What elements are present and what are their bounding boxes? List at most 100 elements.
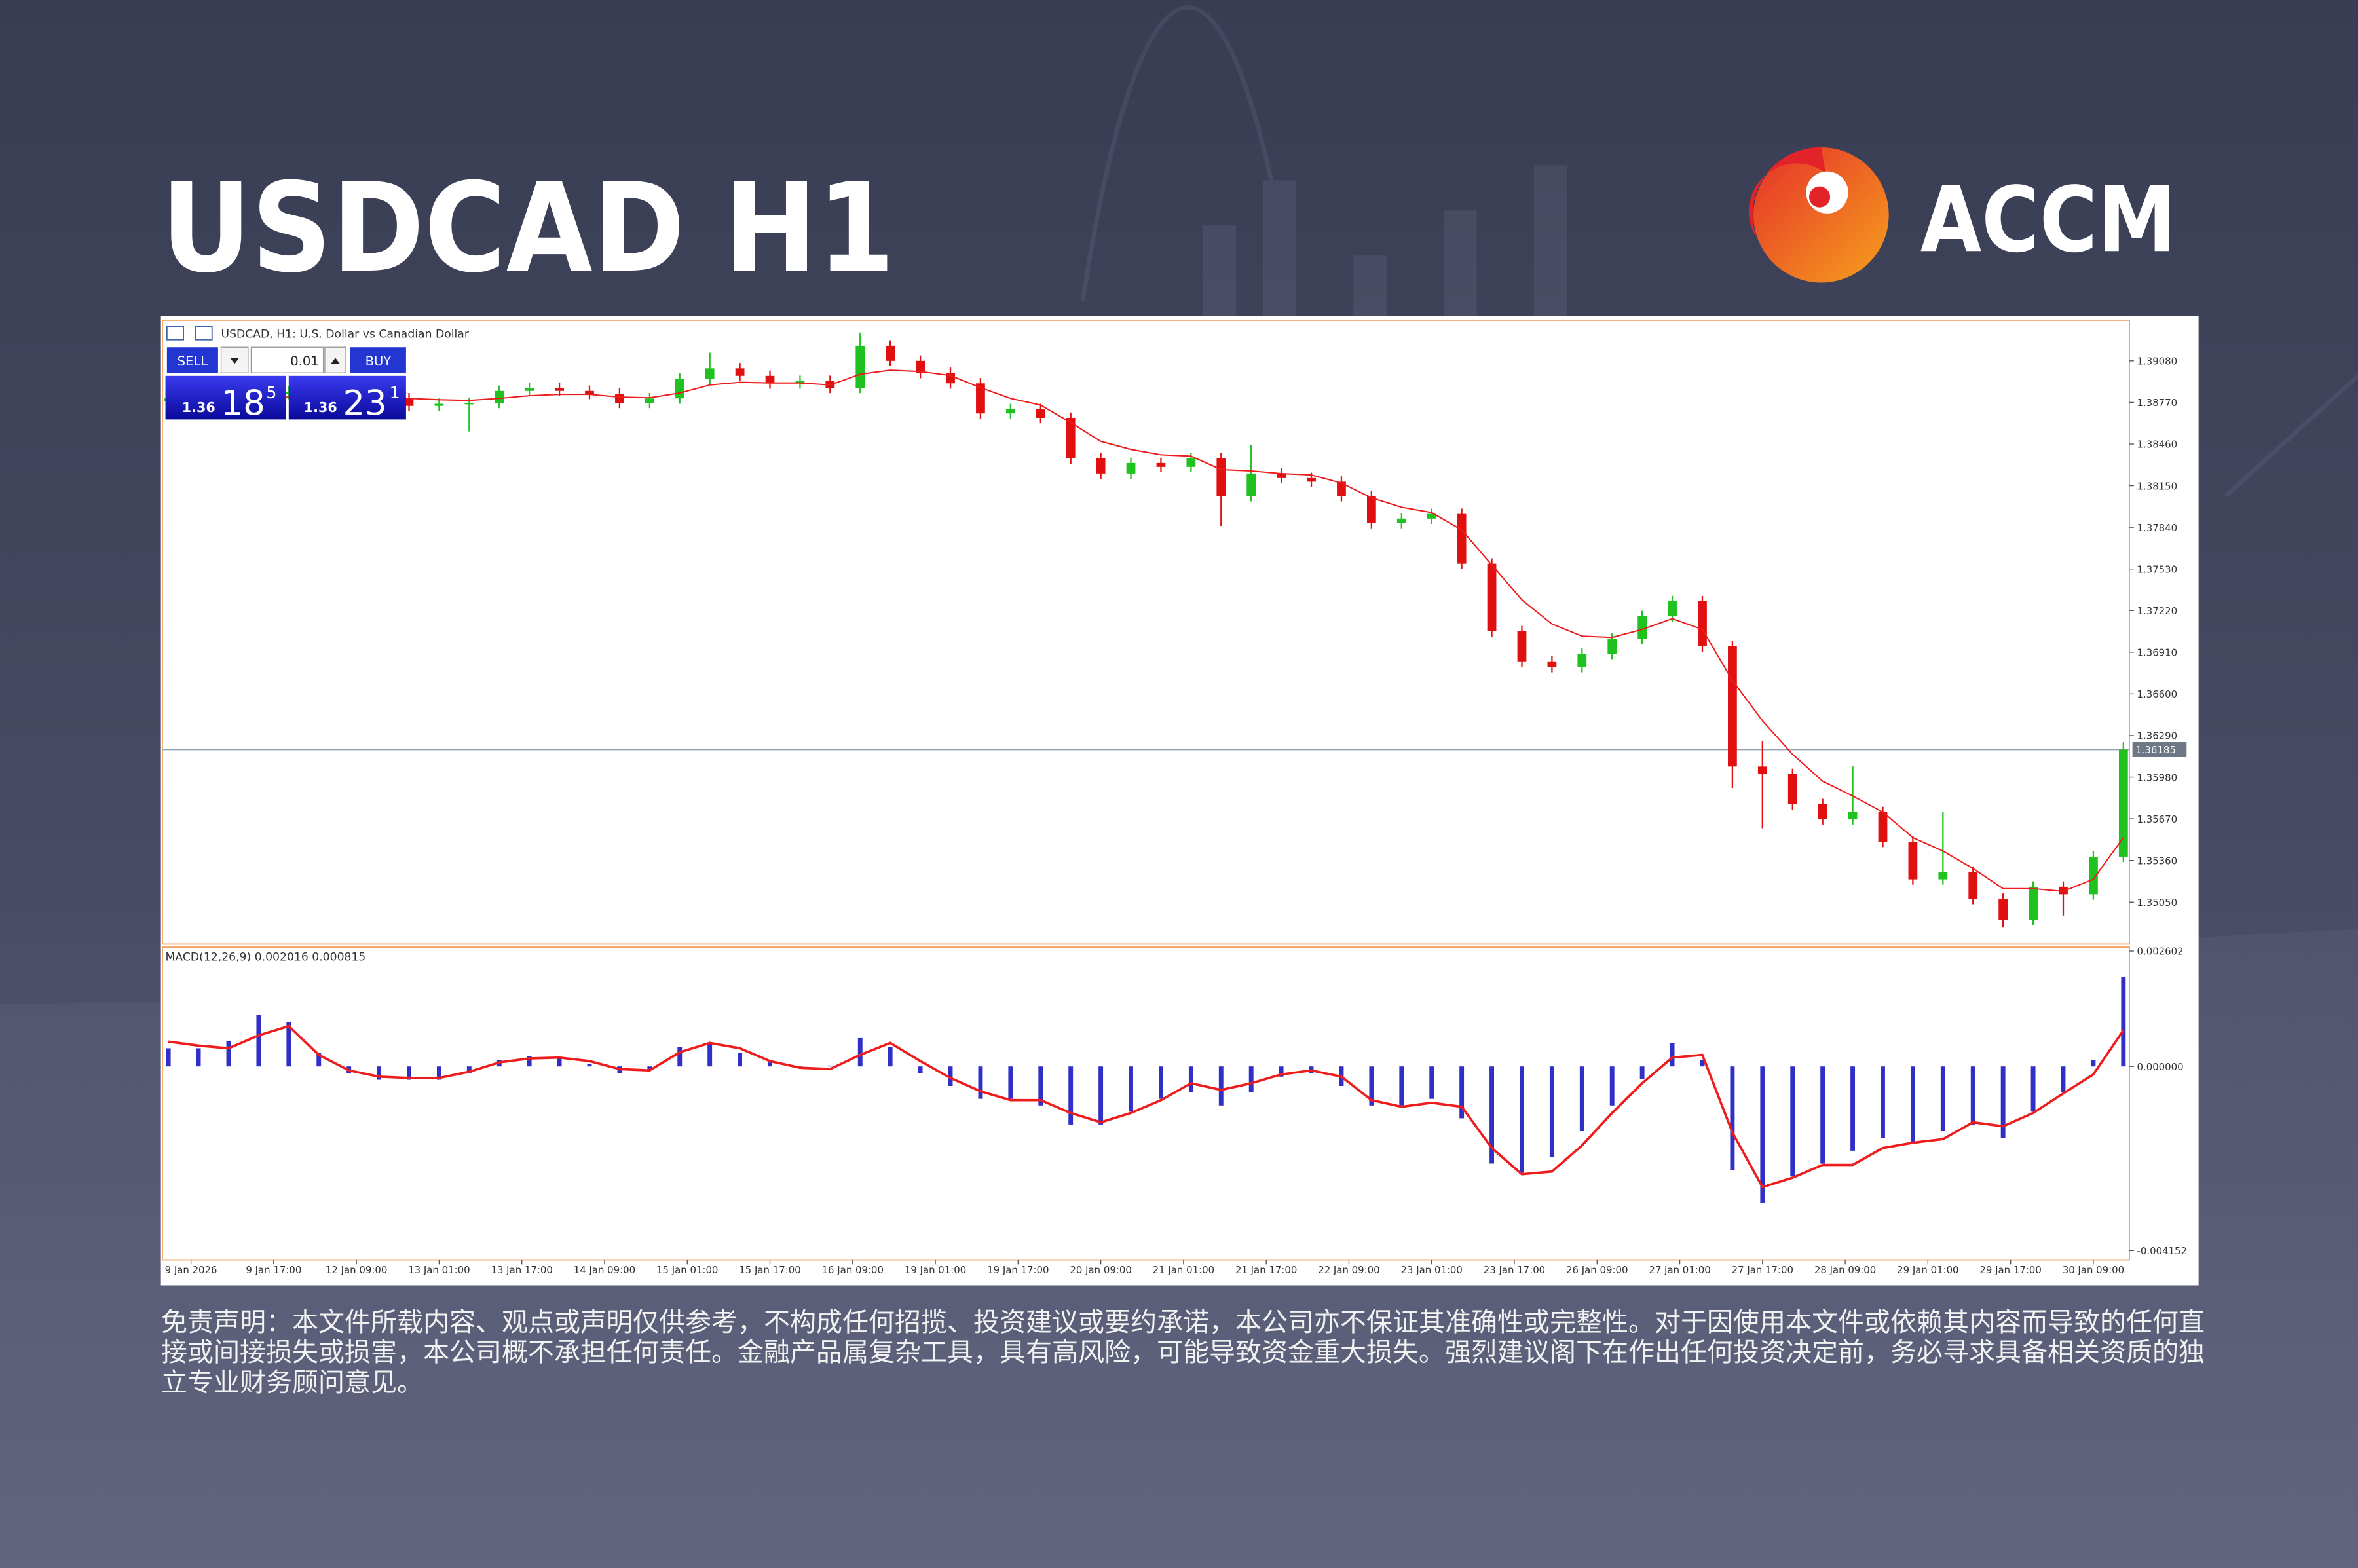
candle-body	[645, 398, 654, 403]
moving-average	[168, 369, 2124, 892]
macd-bar	[226, 1040, 231, 1067]
macd-y-tick-label: 0.002602	[2137, 946, 2184, 958]
macd-bar	[918, 1066, 923, 1073]
x-tick-label: 9 Jan 2026	[165, 1264, 217, 1276]
macd-bar	[196, 1048, 201, 1067]
macd-bar	[768, 1062, 772, 1067]
macd-bar	[1279, 1066, 1284, 1077]
macd-bar	[1609, 1066, 1615, 1106]
bid-prefix: 1.36	[182, 400, 215, 415]
x-tick-label: 13 Jan 17:00	[491, 1264, 552, 1276]
candle-body	[1577, 654, 1587, 667]
macd-bar	[316, 1053, 322, 1067]
y-tick-label: 1.35360	[2137, 855, 2178, 867]
x-tick-label: 26 Jan 09:00	[1566, 1264, 1628, 1276]
candle-body	[1487, 563, 1497, 631]
macd-bar	[1459, 1066, 1465, 1119]
candle-body	[495, 390, 504, 403]
macd-bar	[978, 1066, 983, 1099]
ask-main: 23	[343, 384, 386, 424]
candle-body	[1908, 842, 1918, 880]
macd-bar	[1881, 1066, 1885, 1138]
ask-box[interactable]	[288, 375, 406, 420]
macd-bar	[1520, 1066, 1524, 1173]
macd-bar	[1790, 1066, 1795, 1177]
candle-body	[1156, 462, 1166, 467]
macd-bar	[557, 1057, 562, 1067]
x-tick-label: 19 Jan 01:00	[905, 1264, 966, 1276]
macd-bar	[1369, 1066, 1374, 1106]
macd-bar	[2121, 977, 2126, 1067]
macd-bar	[377, 1066, 382, 1080]
chart-card	[160, 316, 2199, 1286]
y-tick-label: 1.36910	[2137, 647, 2178, 659]
candle-body	[1698, 601, 1707, 646]
candle-body	[1818, 804, 1827, 819]
brand-name: ACCM	[1920, 168, 2176, 272]
candle-body	[1547, 661, 1557, 667]
x-tick-label: 15 Jan 01:00	[656, 1264, 718, 1276]
y-tick-label: 1.35050	[2137, 897, 2178, 908]
lot-input[interactable]	[250, 346, 324, 373]
candle-body	[2089, 856, 2098, 895]
y-tick-label: 1.36290	[2137, 730, 2178, 742]
trade-panel: SELL 0.01 BUY 1.36 18 5 1.36 23 1	[165, 346, 406, 424]
candle-body	[2059, 886, 2068, 895]
macd-bar	[1159, 1066, 1163, 1099]
candle-body	[1607, 639, 1617, 654]
macd-bar	[1760, 1066, 1765, 1203]
x-tick-label: 22 Jan 09:00	[1318, 1264, 1379, 1276]
x-tick-label: 20 Jan 09:00	[1070, 1264, 1131, 1276]
candle-body	[1757, 766, 1767, 774]
macd-bar	[857, 1037, 863, 1067]
y-tick-label: 1.35670	[2137, 813, 2178, 825]
macd-bar	[2091, 1060, 2096, 1067]
candle-body	[1968, 872, 1978, 899]
candle-body	[1307, 477, 1316, 482]
main-plot-frame	[162, 319, 2130, 945]
bid-point: 5	[266, 383, 276, 402]
macd-bar	[1549, 1066, 1554, 1158]
macd-bar	[166, 1048, 171, 1067]
bid-box[interactable]	[165, 375, 286, 420]
macd-bar	[1670, 1043, 1675, 1067]
disclaimer: 免责声明：本文件所载内容、观点或声明仅供参考，不构成任何招揽、投资建议或要约承诺…	[161, 1307, 2205, 1398]
macd-bar	[1850, 1066, 1856, 1151]
macd-y-tick-label: 0.000000	[2137, 1061, 2184, 1073]
candle-body	[1005, 409, 1015, 414]
candle-body	[946, 373, 955, 384]
axes: 1.39080 1.38770 1.38460 1.38150 1.37840 1.375…	[165, 356, 2187, 1277]
macd-bar	[1700, 1060, 1705, 1067]
macd-bar	[1910, 1066, 1915, 1144]
y-tick-label: 1.36600	[2137, 688, 2178, 700]
candle-body	[916, 360, 925, 373]
macd-bar	[1820, 1066, 1825, 1164]
macd-signal-line	[168, 1024, 2125, 1189]
bid-main: 18	[221, 384, 265, 424]
macd-plot	[166, 977, 2126, 1203]
candle-body	[855, 345, 865, 388]
candle-body	[1878, 812, 1888, 842]
sell-button[interactable]	[166, 347, 218, 373]
macd-bar	[256, 1014, 261, 1067]
candle-body	[1246, 473, 1256, 496]
macd-bar	[1399, 1066, 1404, 1106]
macd-bar	[286, 1022, 291, 1067]
macd-bar	[1730, 1066, 1735, 1170]
y-tick-label: 1.38460	[2137, 439, 2178, 451]
macd-bar	[1218, 1066, 1224, 1106]
macd-bar	[587, 1064, 592, 1067]
x-tick-label: 27 Jan 01:00	[1649, 1264, 1710, 1276]
buy-button[interactable]	[350, 347, 406, 373]
macd-bar	[1579, 1066, 1584, 1132]
y-tick-label: 1.37220	[2137, 605, 2178, 617]
y-tick-label: 1.38150	[2137, 480, 2178, 492]
chart-header: USDCAD, H1: U.S. Dollar vs Canadian Doll…	[166, 326, 470, 341]
y-tick-label: 1.37530	[2137, 563, 2178, 575]
macd-bar	[1098, 1066, 1104, 1125]
y-tick-label: 1.39080	[2137, 356, 2178, 367]
sell-label: SELL	[178, 354, 208, 369]
candle-body	[1787, 774, 1797, 804]
